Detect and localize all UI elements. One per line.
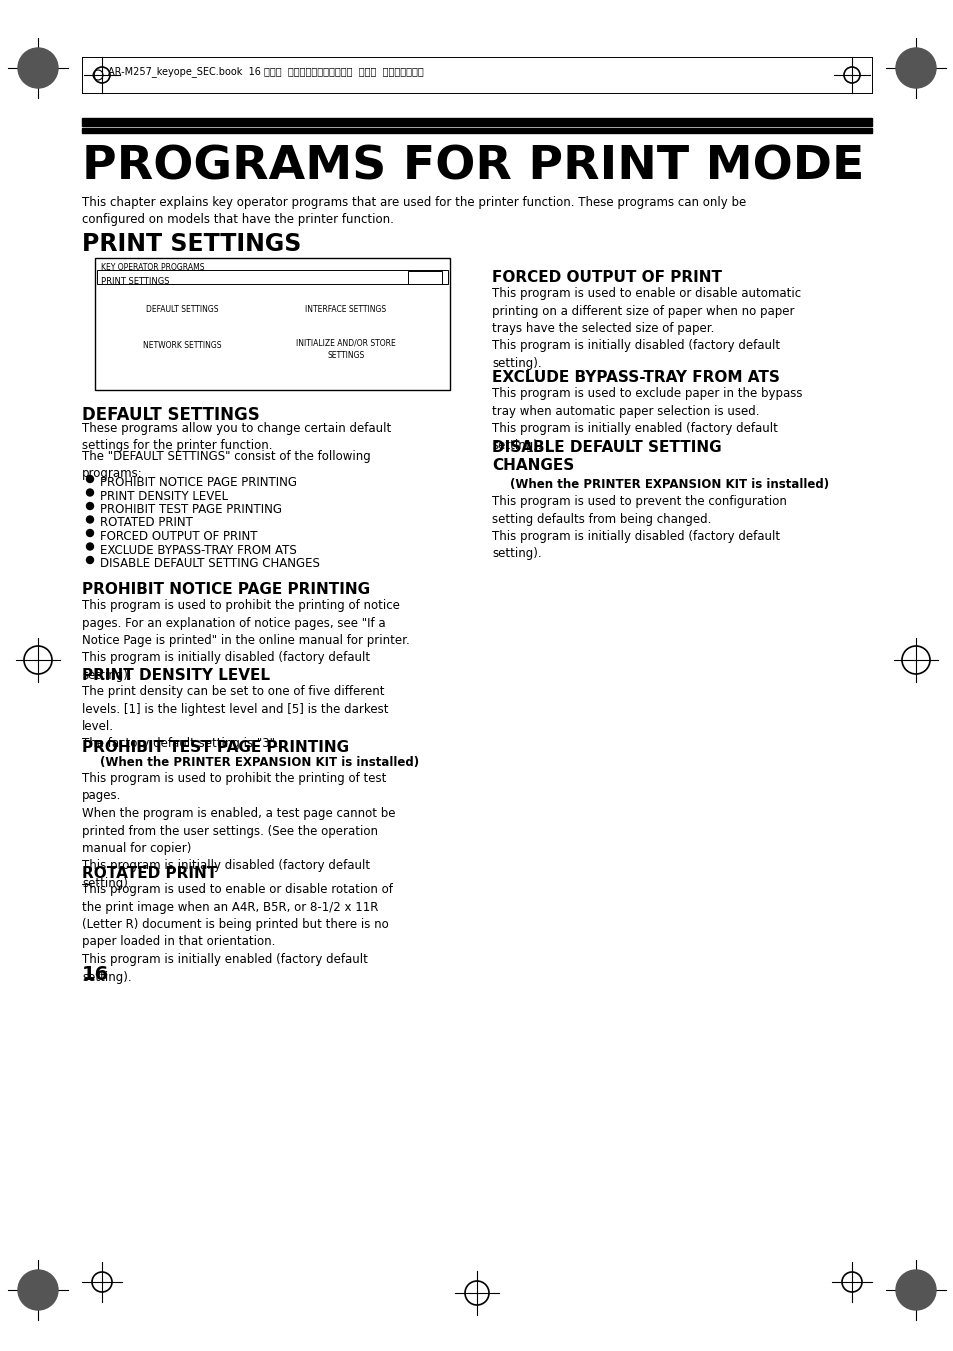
Bar	[112, 335, 251, 355]
Text: PROHIBIT NOTICE PAGE PRINTING: PROHIBIT NOTICE PAGE PRINTING	[82, 582, 370, 597]
Text: FORCED OUTPUT OF PRINT: FORCED OUTPUT OF PRINT	[492, 270, 721, 285]
Text: PROHIBIT TEST PAGE PRINTING: PROHIBIT TEST PAGE PRINTING	[82, 740, 349, 755]
Text: PRINT DENSITY LEVEL: PRINT DENSITY LEVEL	[100, 489, 228, 503]
Text: DISABLE DEFAULT SETTING: DISABLE DEFAULT SETTING	[492, 440, 720, 455]
Circle shape	[87, 543, 93, 550]
Bar	[112, 300, 251, 320]
Circle shape	[87, 557, 93, 563]
Circle shape	[895, 49, 935, 88]
Text: ROTATED PRINT: ROTATED PRINT	[82, 866, 217, 881]
Text: PROHIBIT NOTICE PAGE PRINTING: PROHIBIT NOTICE PAGE PRINTING	[100, 476, 296, 489]
Text: This program is used to enable or disable rotation of
the print image when an A4: This program is used to enable or disabl…	[82, 884, 393, 984]
Text: This program is used to enable or disable automatic
printing on a different size: This program is used to enable or disabl…	[492, 286, 801, 370]
Circle shape	[18, 49, 58, 88]
Text: This program is used to exclude paper in the bypass
tray when automatic paper se: This program is used to exclude paper in…	[492, 386, 801, 453]
Text: This program is used to prohibit the printing of test
pages.
When the program is: This program is used to prohibit the pri…	[82, 771, 395, 890]
Text: The print density can be set to one of five different
levels. [1] is the lightes: The print density can be set to one of f…	[82, 685, 388, 751]
Circle shape	[87, 489, 93, 496]
Bar	[82, 128, 871, 132]
Text: DISABLE DEFAULT SETTING CHANGES: DISABLE DEFAULT SETTING CHANGES	[100, 557, 319, 570]
Text: (When the PRINTER EXPANSION KIT is installed): (When the PRINTER EXPANSION KIT is insta…	[100, 757, 418, 769]
Bar	[95, 258, 450, 390]
Text: This program is used to prohibit the printing of notice
pages. For an explanatio: This program is used to prohibit the pri…	[82, 598, 410, 682]
Text: These programs allow you to change certain default
settings for the printer func: These programs allow you to change certa…	[82, 422, 391, 453]
Text: NETWORK SETTINGS: NETWORK SETTINGS	[143, 340, 221, 350]
Text: ROTATED PRINT: ROTATED PRINT	[100, 516, 193, 530]
Bar	[408, 272, 441, 284]
Text: INTERFACE SETTINGS: INTERFACE SETTINGS	[305, 305, 386, 315]
Text: PROGRAMS FOR PRINT MODE: PROGRAMS FOR PRINT MODE	[82, 145, 863, 190]
Text: EXCLUDE BYPASS-TRAY FROM ATS: EXCLUDE BYPASS-TRAY FROM ATS	[492, 370, 779, 385]
Text: CHANGES: CHANGES	[492, 458, 574, 473]
Text: FORCED OUTPUT OF PRINT: FORCED OUTPUT OF PRINT	[100, 530, 257, 543]
Text: AR-M257_keyope_SEC.book  16 ページ  ２００６年１１月２０日  月曜日  午後６時３１分: AR-M257_keyope_SEC.book 16 ページ ２００６年１１月２…	[108, 66, 423, 77]
Bar	[97, 270, 448, 284]
Text: INITIALIZE AND/OR STORE
SETTINGS: INITIALIZE AND/OR STORE SETTINGS	[295, 338, 395, 359]
Circle shape	[87, 530, 93, 536]
Text: PRINT DENSITY LEVEL: PRINT DENSITY LEVEL	[82, 667, 270, 684]
Bar	[276, 335, 415, 363]
Text: This chapter explains key operator programs that are used for the printer functi: This chapter explains key operator progr…	[82, 196, 745, 227]
Circle shape	[87, 503, 93, 509]
Text: This program is used to prevent the configuration
setting defaults from being ch: This program is used to prevent the conf…	[492, 494, 786, 561]
Text: 16: 16	[82, 965, 110, 984]
Circle shape	[895, 1270, 935, 1310]
Circle shape	[87, 476, 93, 482]
Text: DEFAULT SETTINGS: DEFAULT SETTINGS	[146, 305, 218, 315]
Bar	[276, 300, 415, 320]
Text: (When the PRINTER EXPANSION KIT is installed): (When the PRINTER EXPANSION KIT is insta…	[510, 478, 828, 490]
Text: EXCLUDE BYPASS-TRAY FROM ATS: EXCLUDE BYPASS-TRAY FROM ATS	[100, 543, 296, 557]
Text: OK: OK	[418, 273, 431, 282]
Text: DEFAULT SETTINGS: DEFAULT SETTINGS	[82, 407, 259, 424]
Bar	[82, 118, 871, 126]
Text: The "DEFAULT SETTINGS" consist of the following
programs:: The "DEFAULT SETTINGS" consist of the fo…	[82, 450, 371, 481]
Text: KEY OPERATOR PROGRAMS: KEY OPERATOR PROGRAMS	[101, 263, 204, 272]
Circle shape	[87, 516, 93, 523]
Text: PRINT SETTINGS: PRINT SETTINGS	[101, 277, 170, 286]
Circle shape	[18, 1270, 58, 1310]
Text: PRINT SETTINGS: PRINT SETTINGS	[82, 232, 301, 255]
Text: PROHIBIT TEST PAGE PRINTING: PROHIBIT TEST PAGE PRINTING	[100, 503, 282, 516]
